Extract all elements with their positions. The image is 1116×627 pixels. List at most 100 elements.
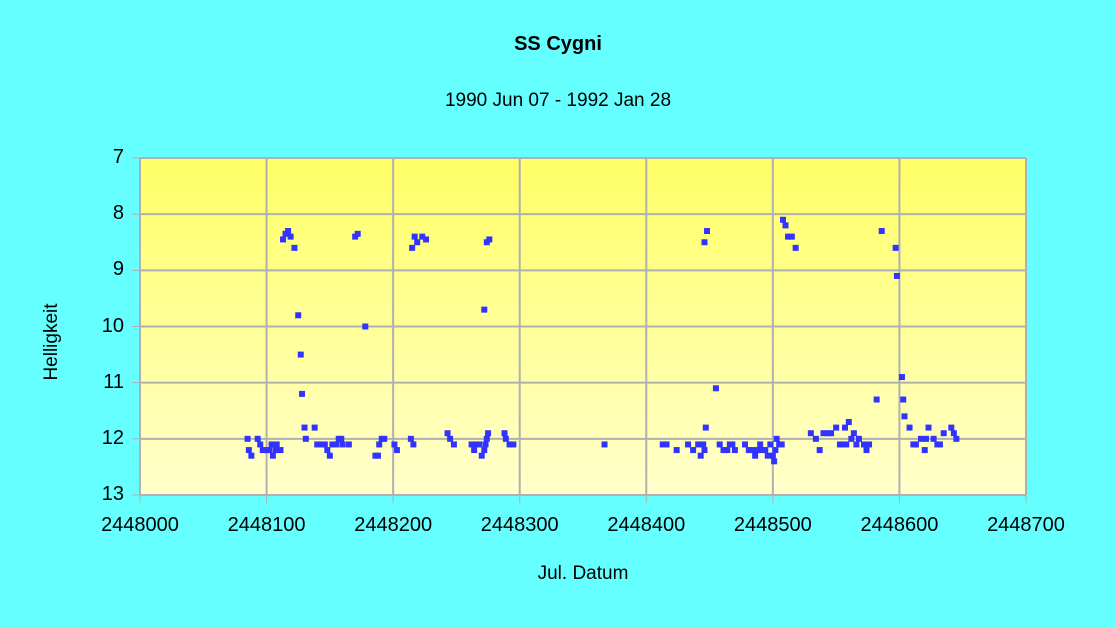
data-point <box>510 441 517 448</box>
data-point <box>381 435 388 442</box>
data-points <box>244 216 960 465</box>
data-point <box>301 424 308 431</box>
data-point <box>716 441 723 448</box>
data-point <box>297 351 304 358</box>
data-point <box>471 447 478 454</box>
data-point <box>900 396 907 403</box>
data-point <box>833 424 840 431</box>
data-point <box>873 396 880 403</box>
data-point <box>930 435 937 442</box>
data-point <box>376 441 383 448</box>
data-point <box>266 447 273 454</box>
data-point <box>280 236 287 243</box>
y-axis-label: Helligkeit <box>41 303 62 381</box>
data-point <box>828 430 835 437</box>
data-point <box>317 441 324 448</box>
data-point <box>769 452 776 459</box>
data-point <box>792 244 799 251</box>
data-point <box>788 233 795 240</box>
data-point <box>824 430 831 437</box>
data-point <box>502 435 509 442</box>
data-point <box>782 222 789 229</box>
data-point <box>339 441 346 448</box>
data-point <box>702 424 709 431</box>
data-point <box>244 435 251 442</box>
data-point <box>757 441 764 448</box>
data-point <box>731 447 738 454</box>
data-point <box>812 435 819 442</box>
data-point <box>923 435 930 442</box>
data-point <box>444 430 451 437</box>
data-point <box>338 435 345 442</box>
data-point <box>749 447 756 454</box>
data-point <box>921 447 928 454</box>
data-point <box>483 435 490 442</box>
data-point <box>785 233 792 240</box>
data-point <box>659 441 666 448</box>
data-point <box>853 441 860 448</box>
data-point <box>333 441 340 448</box>
data-point <box>690 447 697 454</box>
data-point <box>481 447 488 454</box>
data-point <box>486 236 493 243</box>
data-point <box>423 236 430 243</box>
data-point <box>407 435 414 442</box>
data-point <box>393 447 400 454</box>
x-tick-label: 2448700 <box>987 514 1065 536</box>
data-point <box>287 233 294 240</box>
data-point <box>807 430 814 437</box>
data-point <box>601 441 608 448</box>
data-point <box>842 424 849 431</box>
y-tick-label: 7 <box>112 146 124 168</box>
data-point <box>302 435 309 442</box>
data-point <box>925 424 932 431</box>
data-point <box>771 458 778 465</box>
data-point <box>354 230 361 237</box>
data-point <box>450 441 457 448</box>
data-point <box>820 430 827 437</box>
data-point <box>269 452 276 459</box>
data-point <box>663 441 670 448</box>
data-point <box>419 233 426 240</box>
data-point <box>901 413 908 420</box>
x-tick-label: 2448000 <box>101 514 179 536</box>
data-point <box>277 447 284 454</box>
data-point <box>720 447 727 454</box>
data-point <box>295 312 302 319</box>
data-point <box>701 447 708 454</box>
data-point <box>936 441 943 448</box>
data-point <box>481 306 488 313</box>
data-point <box>754 447 761 454</box>
data-point <box>326 452 333 459</box>
gridlines <box>139 157 1027 496</box>
data-point <box>695 441 702 448</box>
data-point <box>893 272 900 279</box>
data-point <box>764 452 771 459</box>
y-tick-label: 13 <box>101 483 124 505</box>
data-point <box>866 441 873 448</box>
data-point <box>762 447 769 454</box>
data-point <box>752 452 759 459</box>
data-point <box>314 441 321 448</box>
data-point <box>257 441 264 448</box>
data-point <box>863 447 870 454</box>
data-point <box>482 441 489 448</box>
data-point <box>724 447 731 454</box>
data-point <box>311 424 318 431</box>
data-point <box>478 452 485 459</box>
data-point <box>848 435 855 442</box>
data-point <box>273 441 280 448</box>
data-point <box>506 441 513 448</box>
data-point <box>767 441 774 448</box>
x-tick-label: 2448600 <box>860 514 939 536</box>
y-tick-label: 12 <box>101 426 124 449</box>
chart-subtitle: 1990 Jun 07 - 1992 Jan 28 <box>444 90 672 111</box>
data-point <box>745 447 752 454</box>
data-point <box>855 435 862 442</box>
data-point <box>701 239 708 246</box>
x-tick-label: 2448400 <box>607 514 686 536</box>
data-point <box>268 441 275 448</box>
data-point <box>843 441 850 448</box>
data-point <box>447 435 454 442</box>
data-point <box>912 441 919 448</box>
